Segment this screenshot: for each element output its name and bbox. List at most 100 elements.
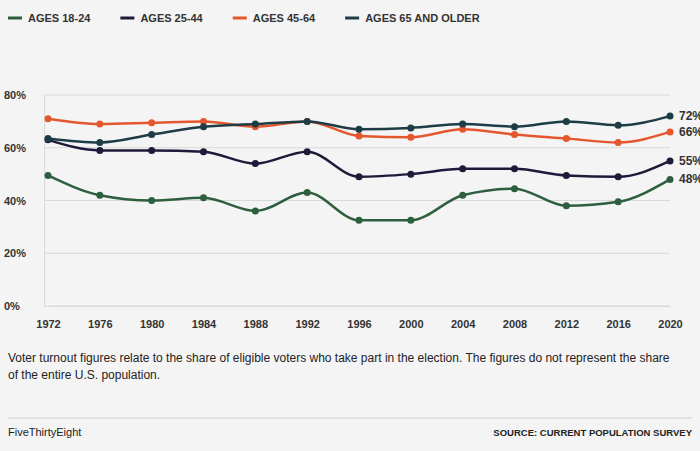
chart: 0%20%40%60%80%19721976198019841988199219…	[0, 0, 700, 451]
y-tick-label: 80%	[4, 89, 26, 101]
x-tick-label: 1992	[295, 318, 319, 330]
y-tick: 0%	[4, 300, 44, 312]
x-tick: 1988	[244, 306, 268, 330]
series-line	[48, 140, 670, 177]
series-line	[48, 116, 670, 142]
point	[252, 208, 259, 215]
plot-area	[45, 113, 674, 224]
point	[511, 185, 518, 192]
legend-label: AGES 45-64	[253, 12, 316, 24]
legend-item: AGES 18-24	[8, 12, 91, 24]
point	[615, 139, 622, 146]
background	[0, 0, 700, 451]
x-tick-label: 2004	[451, 318, 476, 330]
point	[148, 131, 155, 138]
point	[563, 118, 570, 125]
legend-item: AGES 25-44	[120, 12, 203, 24]
point	[667, 128, 674, 135]
point	[200, 123, 207, 130]
point	[459, 192, 466, 199]
y-tick-label: 20%	[4, 247, 26, 259]
x-tick-label: 1984	[192, 318, 217, 330]
point	[304, 118, 311, 125]
x-tick-label: 2008	[503, 318, 527, 330]
y-tick-label: 40%	[4, 195, 26, 207]
point	[563, 202, 570, 209]
grid-line	[44, 95, 670, 96]
point	[511, 131, 518, 138]
legend-swatch	[345, 17, 359, 20]
x-tick: 1976	[88, 306, 112, 330]
point	[667, 113, 674, 120]
point	[200, 194, 207, 201]
x-tick-label: 1980	[140, 318, 164, 330]
y-tick: 60%	[4, 142, 44, 154]
point	[304, 148, 311, 155]
point	[148, 119, 155, 126]
point	[407, 124, 414, 131]
data-label: 55%	[679, 154, 700, 168]
x-axis-line	[49, 306, 671, 307]
point	[459, 165, 466, 172]
x-tick: 2016	[606, 306, 630, 330]
x-tick-label: 1972	[36, 318, 60, 330]
source: SOURCE: CURRENT POPULATION SURVEY	[493, 427, 692, 438]
y-axis-line	[44, 96, 45, 307]
x-tick: 1996	[347, 306, 371, 330]
x-tick: 2004	[451, 306, 476, 330]
x-tick: 1984	[192, 306, 217, 330]
series-line	[48, 175, 670, 220]
point	[563, 135, 570, 142]
x-tick: 1992	[295, 306, 319, 330]
point	[96, 192, 103, 199]
y-tick: 80%	[4, 89, 44, 101]
x-tick: 2012	[555, 306, 579, 330]
point	[200, 148, 207, 155]
y-axis: 0% 20% 40% 60% 80%	[4, 89, 45, 312]
credit: FiveThirtyEight	[8, 426, 81, 438]
y-tick-label: 60%	[4, 142, 26, 154]
point	[407, 134, 414, 141]
point	[96, 147, 103, 154]
point	[96, 139, 103, 146]
y-tick-label: 0%	[4, 300, 20, 312]
point	[148, 147, 155, 154]
separator	[8, 418, 692, 419]
legend-item: AGES 65 AND OLDER	[345, 12, 480, 24]
legend-swatch	[120, 17, 134, 20]
point	[252, 160, 259, 167]
data-label: 72%	[679, 109, 700, 123]
x-tick-label: 2020	[658, 318, 682, 330]
grid	[44, 95, 670, 306]
legend-label: AGES 65 AND OLDER	[365, 12, 480, 24]
legend-label: AGES 25-44	[140, 12, 203, 24]
point	[459, 121, 466, 128]
legend-swatch	[233, 17, 247, 20]
legend-label: AGES 18-24	[28, 12, 91, 24]
x-tick: 2008	[503, 306, 527, 330]
grid-line	[44, 147, 670, 148]
point	[304, 118, 311, 125]
point	[148, 197, 155, 204]
point	[511, 165, 518, 172]
point	[511, 123, 518, 130]
point	[45, 135, 52, 142]
grid-line	[44, 253, 670, 254]
x-tick-label: 1988	[244, 318, 268, 330]
point	[407, 217, 414, 224]
point	[615, 198, 622, 205]
legend-item: AGES 45-64	[233, 12, 316, 24]
legend-swatch	[8, 17, 22, 20]
point	[356, 126, 363, 133]
point	[667, 176, 674, 183]
x-tick-label: 1996	[347, 318, 371, 330]
x-tick: 1972	[36, 306, 60, 330]
legend: AGES 18-24 AGES 25-44 AGES 45-64 AGES 65 AN…	[8, 12, 480, 24]
x-tick-label: 2000	[399, 318, 423, 330]
x-tick-label: 1976	[88, 318, 112, 330]
y-tick: 20%	[4, 247, 44, 259]
y-tick: 40%	[4, 195, 44, 207]
point	[407, 171, 414, 178]
point	[304, 189, 311, 196]
x-axis: 1972 1976 1980 1984 1988 1992 1996 2000 2004 2008…	[36, 306, 682, 330]
